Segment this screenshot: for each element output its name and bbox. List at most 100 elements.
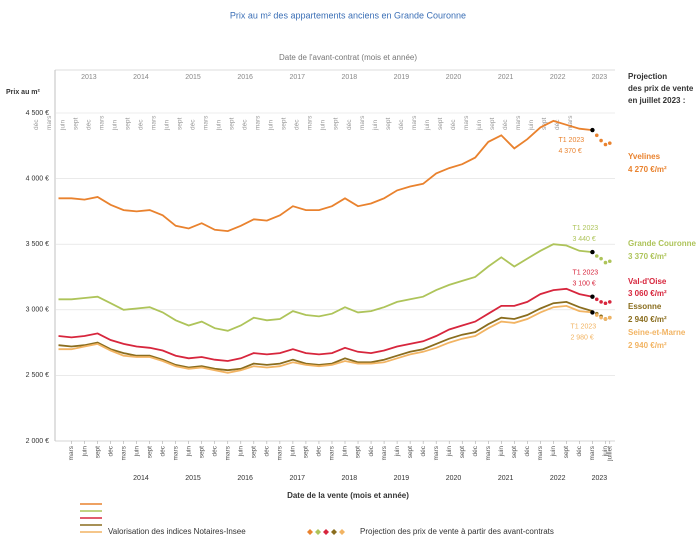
x2-tick-label: sept	[124, 118, 131, 130]
y-tick-label: 4 000 €	[26, 175, 49, 182]
x-year-label: 2022	[550, 475, 566, 482]
projection-label: 2 940 €/m²	[628, 315, 667, 324]
legend-diamond	[331, 529, 337, 535]
projection-point	[599, 315, 603, 320]
x2-tick-label: mars	[46, 115, 53, 130]
x2-tick-label: mars	[255, 115, 262, 130]
projection-point	[594, 313, 599, 317]
x-tick-label: juin	[185, 446, 192, 458]
annotation-label: 3 100 €	[572, 281, 595, 288]
x2-tick-label: déc	[450, 119, 457, 130]
legend-diamond	[339, 529, 345, 535]
x-tick-label: juin	[498, 446, 505, 458]
projection-point	[599, 138, 603, 143]
x-tick-label: juin	[81, 446, 88, 458]
projection-label: 3 370 €/m²	[628, 252, 667, 261]
x-tick-label: mars	[381, 445, 388, 460]
x-tick-label: déc	[524, 445, 531, 456]
x-tick-label: mars	[172, 445, 179, 460]
x-tick-label: juin	[394, 446, 401, 458]
x2-tick-label: sept	[437, 118, 444, 130]
series-line	[58, 304, 593, 374]
projection-point	[599, 256, 603, 261]
projection-label: 3 060 €/m²	[628, 289, 667, 298]
x-tick-label: sept	[146, 446, 153, 458]
projection-point	[603, 301, 608, 306]
x-year-label: 2023	[592, 475, 608, 482]
projection-point	[603, 142, 608, 147]
annotation-label: 3 440 €	[572, 236, 595, 243]
x2-tick-label: sept	[176, 118, 183, 130]
x-tick-label: déc	[316, 445, 323, 456]
series-name: Grande Couronne	[628, 239, 696, 248]
annotation-text: T1 2023	[570, 323, 596, 330]
projection-label: 2 940 €/m²	[628, 341, 667, 350]
x-tick-label: juillet	[607, 446, 614, 462]
x-year-label: 2020	[446, 475, 462, 482]
projection-point	[594, 254, 599, 258]
x-tick-label: mars	[433, 445, 440, 460]
x2-tick-label: juin	[528, 119, 535, 131]
x-tick-label: sept	[198, 446, 205, 458]
legend-diamond	[307, 529, 313, 535]
x-tick-label: sept	[355, 446, 362, 458]
x2-tick-label: mars	[307, 115, 314, 130]
x2-tick-label: juin	[372, 119, 379, 131]
projection-point	[603, 317, 608, 321]
y-tick-label: 4 500 €	[26, 110, 49, 117]
x-tick-label: déc	[368, 445, 375, 456]
x2-tick-label: mars	[98, 115, 105, 130]
x-tick-label: déc	[211, 445, 218, 456]
projection-point	[607, 300, 612, 304]
top-axis-label: Date de l'avant-contrat (mois et année)	[279, 53, 417, 62]
series-line	[58, 243, 593, 332]
x2-year-label: 2018	[342, 74, 358, 81]
x2-tick-label: sept	[385, 118, 392, 130]
projection-label: 4 270 €/m²	[628, 165, 667, 174]
annotation-text: T1 2023	[572, 225, 598, 232]
x2-year-label: 2015	[185, 74, 201, 81]
x-tick-label: déc	[420, 445, 427, 456]
x2-tick-label: mars	[515, 115, 522, 130]
x-tick-label: sept	[459, 446, 466, 458]
x2-year-label: 2013	[81, 74, 97, 81]
x2-year-label: 2016	[237, 74, 253, 81]
x2-tick-label: mars	[411, 115, 418, 130]
y-tick-label: 2 000 €	[26, 438, 49, 445]
x-tick-label: déc	[264, 445, 271, 456]
projection-title: en juillet 2023 :	[628, 96, 685, 105]
x-tick-label: déc	[472, 445, 479, 456]
x2-year-label: 2017	[289, 74, 305, 81]
x-tick-label: sept	[511, 446, 518, 458]
series-name: Seine-et-Marne	[628, 328, 686, 337]
x-year-label: 2018	[342, 475, 358, 482]
x2-tick-label: mars	[359, 115, 366, 130]
y-tick-label: 3 500 €	[26, 241, 49, 248]
x2-tick-label: mars	[203, 115, 210, 130]
x2-year-label: 2019	[394, 74, 410, 81]
projection-point	[594, 297, 599, 302]
x2-tick-label: juin	[320, 119, 327, 131]
x2-tick-label: déc	[554, 119, 561, 130]
projection-title: des prix de vente	[628, 84, 694, 93]
annotation-text: T1 2023	[572, 270, 598, 277]
x-tick-label: mars	[277, 445, 284, 460]
annotation-label: 4 370 €	[558, 148, 581, 155]
x2-tick-label: sept	[333, 118, 340, 130]
projection-point	[607, 141, 612, 145]
projection-point	[599, 300, 603, 304]
x2-tick-label: juin	[424, 119, 431, 131]
x2-tick-label: sept	[489, 118, 496, 130]
legend-projection-text: Projection des prix de vente à partir de…	[360, 527, 554, 536]
series-name: Essonne	[628, 302, 662, 311]
x-tick-label: mars	[225, 445, 232, 460]
projection-point	[603, 260, 608, 265]
x2-tick-label: déc	[242, 119, 249, 130]
x-tick-label: déc	[107, 445, 114, 456]
chart-title: Prix au m² des appartements anciens en G…	[230, 10, 466, 20]
x-year-label: 2015	[185, 475, 201, 482]
x-year-label: 2017	[289, 475, 305, 482]
x2-tick-label: juin	[216, 119, 223, 131]
x-tick-label: mars	[68, 445, 75, 460]
x2-tick-label: juin	[59, 119, 66, 131]
